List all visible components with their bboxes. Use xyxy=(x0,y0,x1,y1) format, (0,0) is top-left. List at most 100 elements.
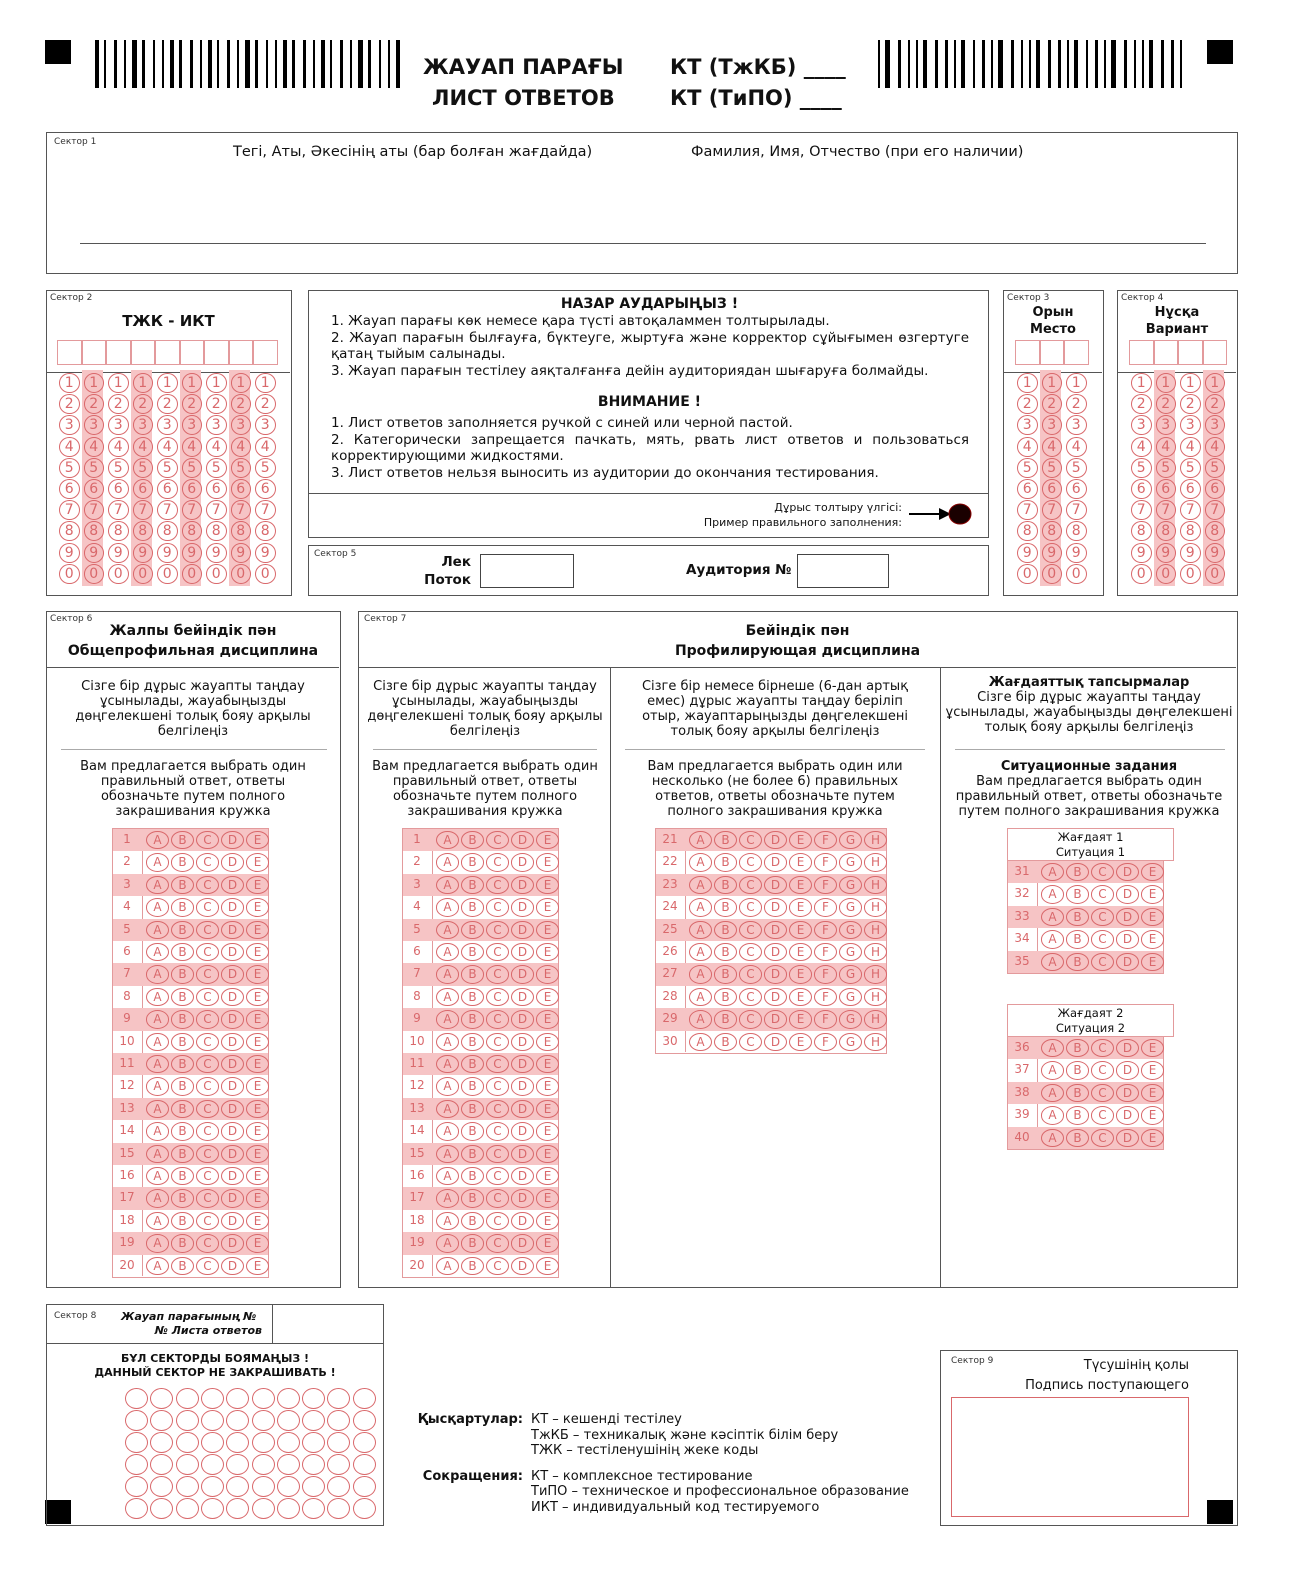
ikt-bubble-0[interactable]: 0 xyxy=(157,563,178,584)
answer-bubble-18-C[interactable]: C xyxy=(196,1211,219,1231)
answer-bubble-33-E[interactable]: E xyxy=(1141,907,1164,927)
answer-bubble-25-G[interactable]: G xyxy=(839,920,862,939)
ikt-bubble-5[interactable]: 5 xyxy=(157,457,178,478)
ikt-bubble-5[interactable]: 5 xyxy=(132,457,153,478)
ikt-bubble-3[interactable]: 3 xyxy=(230,415,251,436)
answer-bubble-21-F[interactable]: F xyxy=(814,831,837,850)
lek-potok-input[interactable] xyxy=(480,554,574,588)
answer-bubble-1-D[interactable]: D xyxy=(221,831,244,850)
answer-bubble-38-B[interactable]: B xyxy=(1066,1083,1089,1103)
answer-bubble-40-E[interactable]: E xyxy=(1141,1128,1164,1147)
answer-bubble-4-E[interactable]: E xyxy=(536,898,559,917)
answer-bubble-3-D[interactable]: D xyxy=(221,875,244,895)
answer-bubble-21-G[interactable]: G xyxy=(839,831,862,850)
answer-bubble-34-C[interactable]: C xyxy=(1091,930,1114,949)
answer-bubble-16-E[interactable]: E xyxy=(536,1167,559,1186)
answer-bubble-37-A[interactable]: A xyxy=(1041,1061,1064,1080)
variant-bubble-7[interactable]: 7 xyxy=(1131,500,1152,521)
answer-bubble-2-A[interactable]: A xyxy=(146,853,169,872)
answer-bubble-22-B[interactable]: B xyxy=(714,853,737,872)
answer-bubble-3-B[interactable]: B xyxy=(171,875,194,895)
answer-bubble-3-E[interactable]: E xyxy=(536,875,559,895)
ikt-bubble-7[interactable]: 7 xyxy=(108,500,129,521)
answer-bubble-39-A[interactable]: A xyxy=(1041,1106,1064,1125)
answer-bubble-12-C[interactable]: C xyxy=(486,1077,509,1096)
ikt-bubble-3[interactable]: 3 xyxy=(83,415,104,436)
answer-bubble-5-B[interactable]: B xyxy=(171,920,194,939)
answer-bubble-32-A[interactable]: A xyxy=(1041,885,1064,904)
answer-bubble-14-A[interactable]: A xyxy=(436,1122,459,1141)
answer-bubble-16-A[interactable]: A xyxy=(146,1167,169,1186)
answer-bubble-6-A[interactable]: A xyxy=(436,943,459,962)
answer-bubble-30-H[interactable]: H xyxy=(864,1032,887,1051)
ikt-bubble-2[interactable]: 2 xyxy=(132,394,153,415)
ikt-bubble-4[interactable]: 4 xyxy=(230,436,251,457)
ikt-bubble-9[interactable]: 9 xyxy=(157,542,178,563)
variant-bubble-9[interactable]: 9 xyxy=(1180,542,1201,563)
answer-bubble-30-D[interactable]: D xyxy=(764,1032,787,1051)
answer-bubble-1-E[interactable]: E xyxy=(536,831,559,850)
answer-bubble-25-B[interactable]: B xyxy=(714,920,737,939)
answer-bubble-39-E[interactable]: E xyxy=(1141,1106,1164,1125)
answer-bubble-7-B[interactable]: B xyxy=(461,965,484,984)
variant-bubble-4[interactable]: 4 xyxy=(1180,436,1201,457)
ikt-bubble-1[interactable]: 1 xyxy=(59,373,80,393)
ikt-bubble-9[interactable]: 9 xyxy=(230,542,251,563)
variant-bubble-5[interactable]: 5 xyxy=(1204,457,1225,478)
answer-bubble-27-G[interactable]: G xyxy=(839,965,862,984)
place-bubble-1[interactable]: 1 xyxy=(1041,373,1062,393)
answer-bubble-28-A[interactable]: A xyxy=(689,987,712,1007)
answer-bubble-11-D[interactable]: D xyxy=(221,1055,244,1074)
ikt-bubble-9[interactable]: 9 xyxy=(59,542,80,563)
answer-bubble-13-A[interactable]: A xyxy=(436,1099,459,1119)
answer-bubble-37-E[interactable]: E xyxy=(1141,1061,1164,1080)
answer-bubble-21-B[interactable]: B xyxy=(714,831,737,850)
answer-bubble-21-H[interactable]: H xyxy=(864,831,887,850)
place-bubble-9[interactable]: 9 xyxy=(1066,542,1087,563)
ikt-bubble-3[interactable]: 3 xyxy=(206,415,227,436)
place-bubble-8[interactable]: 8 xyxy=(1017,521,1038,542)
answer-bubble-11-E[interactable]: E xyxy=(536,1055,559,1074)
answer-bubble-8-D[interactable]: D xyxy=(511,987,534,1007)
answer-bubble-20-E[interactable]: E xyxy=(536,1256,559,1275)
answer-bubble-2-C[interactable]: C xyxy=(196,853,219,872)
place-bubble-0[interactable]: 0 xyxy=(1066,563,1087,584)
answer-bubble-9-B[interactable]: B xyxy=(461,1010,484,1029)
ikt-bubble-6[interactable]: 6 xyxy=(157,479,178,499)
variant-bubble-1[interactable]: 1 xyxy=(1204,373,1225,393)
ikt-bubble-0[interactable]: 0 xyxy=(59,563,80,584)
answer-bubble-6-A[interactable]: A xyxy=(146,943,169,962)
ikt-bubble-6[interactable]: 6 xyxy=(132,479,153,499)
answer-bubble-3-E[interactable]: E xyxy=(246,875,269,895)
answer-bubble-14-B[interactable]: B xyxy=(171,1122,194,1141)
answer-bubble-7-A[interactable]: A xyxy=(146,965,169,984)
place-bubble-7[interactable]: 7 xyxy=(1041,500,1062,521)
answer-bubble-18-A[interactable]: A xyxy=(436,1211,459,1231)
answer-bubble-7-D[interactable]: D xyxy=(511,965,534,984)
answer-bubble-25-C[interactable]: C xyxy=(739,920,762,939)
answer-bubble-3-C[interactable]: C xyxy=(196,875,219,895)
answer-bubble-38-C[interactable]: C xyxy=(1091,1083,1114,1103)
answer-bubble-4-B[interactable]: B xyxy=(171,898,194,917)
answer-bubble-33-D[interactable]: D xyxy=(1116,907,1139,927)
answer-bubble-13-B[interactable]: B xyxy=(171,1099,194,1119)
answer-bubble-31-B[interactable]: B xyxy=(1066,863,1089,882)
answer-bubble-15-C[interactable]: C xyxy=(486,1144,509,1163)
variant-bubble-5[interactable]: 5 xyxy=(1180,457,1201,478)
answer-bubble-16-A[interactable]: A xyxy=(436,1167,459,1186)
answer-bubble-19-C[interactable]: C xyxy=(196,1234,219,1253)
ikt-bubble-1[interactable]: 1 xyxy=(255,373,276,393)
answer-bubble-9-C[interactable]: C xyxy=(486,1010,509,1029)
answer-bubble-17-C[interactable]: C xyxy=(196,1189,219,1208)
answer-bubble-11-C[interactable]: C xyxy=(486,1055,509,1074)
answer-bubble-14-C[interactable]: C xyxy=(486,1122,509,1141)
answer-bubble-1-A[interactable]: A xyxy=(146,831,169,850)
answer-bubble-40-C[interactable]: C xyxy=(1091,1128,1114,1147)
answer-bubble-13-C[interactable]: C xyxy=(486,1099,509,1119)
ikt-bubble-8[interactable]: 8 xyxy=(83,521,104,542)
answer-bubble-3-C[interactable]: C xyxy=(486,875,509,895)
variant-bubble-0[interactable]: 0 xyxy=(1155,563,1176,584)
answer-bubble-26-G[interactable]: G xyxy=(839,943,862,962)
ikt-bubble-6[interactable]: 6 xyxy=(206,479,227,499)
answer-bubble-23-A[interactable]: A xyxy=(689,875,712,895)
